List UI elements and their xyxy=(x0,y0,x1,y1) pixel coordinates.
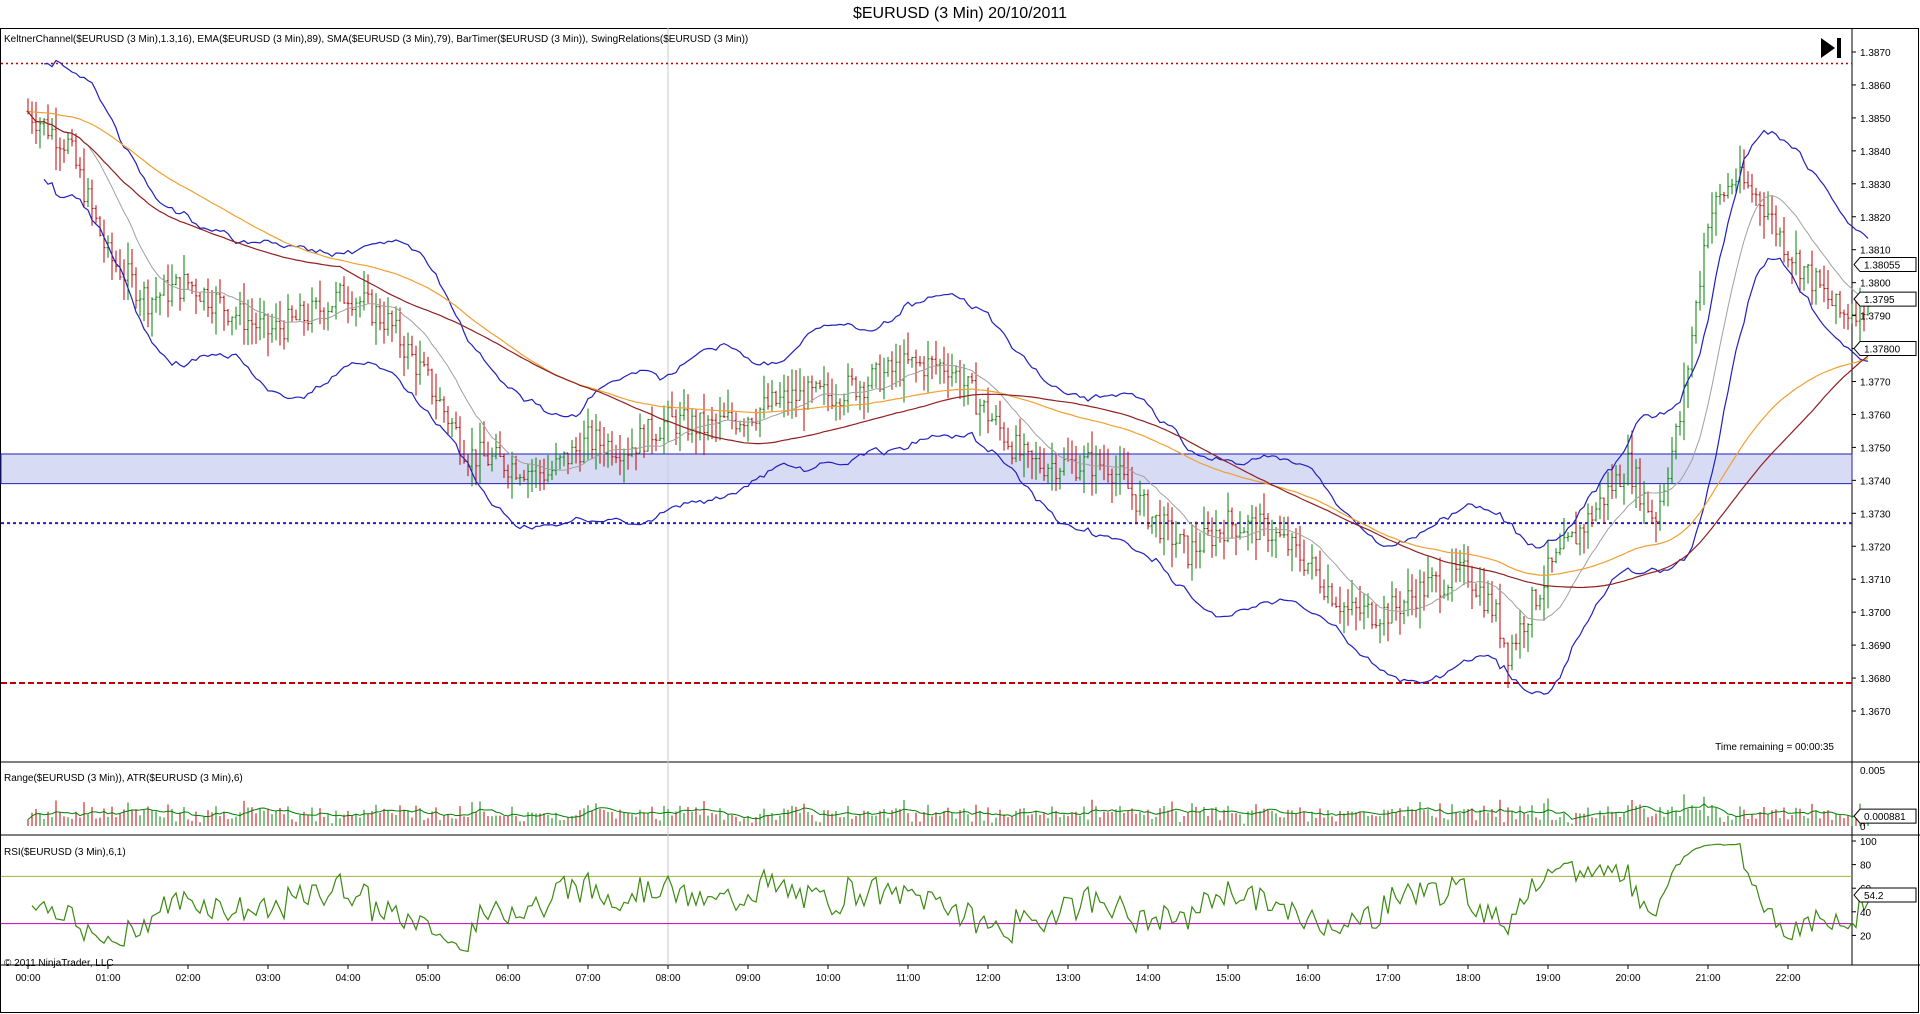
time-tick-label: 11:00 xyxy=(896,973,921,984)
current-price-value-box xyxy=(1853,291,1917,307)
current-price-value: 1.3795 xyxy=(1853,291,1917,307)
range-tick-label: 0.005 xyxy=(1860,766,1885,777)
time-tick-label: 02:00 xyxy=(175,973,200,984)
price-tick-label: 1.3730 xyxy=(1860,509,1891,520)
rsi-value: 54.2 xyxy=(1853,887,1917,903)
atr-line xyxy=(27,803,1869,820)
time-tick-label: 08:00 xyxy=(655,973,680,984)
keltner-lower-line xyxy=(43,178,1869,695)
price-tick-label: 1.3820 xyxy=(1860,213,1891,224)
time-tick-label: 04:00 xyxy=(335,973,360,984)
rsi-tick-label: 100 xyxy=(1860,837,1877,848)
time-tick-label: 22:00 xyxy=(1775,973,1800,984)
price-tick-label: 1.3790 xyxy=(1860,312,1891,323)
time-tick-label: 01:00 xyxy=(95,973,120,984)
keltner-upper-value-box xyxy=(1853,257,1917,273)
time-tick-label: 18:00 xyxy=(1455,973,1480,984)
range-tick-label: 0 xyxy=(1860,822,1866,833)
rsi-panel-label: RSI($EURUSD (3 Min),6,1) xyxy=(4,847,126,858)
price-panel xyxy=(0,59,1870,695)
ema-line xyxy=(27,111,1869,577)
rsi-line xyxy=(31,842,1869,953)
atr-value: 0.000881 xyxy=(1853,808,1917,824)
time-tick-label: 12:00 xyxy=(975,973,1000,984)
price-tick-label: 1.3770 xyxy=(1860,378,1891,389)
range-bars xyxy=(27,794,1869,826)
time-tick-label: 10:00 xyxy=(815,973,840,984)
rsi-value-box xyxy=(1853,887,1917,903)
time-tick-label: 05:00 xyxy=(415,973,440,984)
price-panel-label: KeltnerChannel($EURUSD (3 Min),1.3,16), … xyxy=(4,34,748,45)
candles xyxy=(26,98,1870,689)
time-tick-label: 07:00 xyxy=(575,973,600,984)
chart-title: $EURUSD (3 Min) 20/10/2011 xyxy=(852,5,1068,22)
panel-frames xyxy=(0,28,1920,1013)
time-tick-label: 21:00 xyxy=(1695,973,1720,984)
range-panel-label: Range($EURUSD (3 Min)), ATR($EURUSD (3 M… xyxy=(4,773,243,784)
time-tick-label: 00:00 xyxy=(15,973,40,984)
time-tick-label: 09:00 xyxy=(735,973,760,984)
price-tick-label: 1.3680 xyxy=(1860,674,1891,685)
copyright: © 2011 NinjaTrader, LLC xyxy=(4,958,114,969)
price-tick-label: 1.3750 xyxy=(1860,443,1891,454)
time-tick-label: 14:00 xyxy=(1135,973,1160,984)
price-tick-label: 1.3740 xyxy=(1860,476,1891,487)
current-price-value-text: 1.3795 xyxy=(1864,295,1895,306)
outer-frame xyxy=(0,28,1919,1013)
price-tick-label: 1.3710 xyxy=(1860,575,1891,586)
keltner-mid-line xyxy=(43,121,1869,621)
price-tick-label: 1.3830 xyxy=(1860,180,1891,191)
keltner-lower-value-text: 1.37800 xyxy=(1864,345,1901,356)
keltner-lower-value-box xyxy=(1853,341,1917,357)
price-tick-label: 1.3860 xyxy=(1860,81,1891,92)
price-tick-label: 1.3810 xyxy=(1860,246,1891,257)
keltner-lower-value: 1.37800 xyxy=(1853,341,1917,357)
price-tick-label: 1.3690 xyxy=(1860,641,1891,652)
price-tick-label: 1.3760 xyxy=(1860,410,1891,421)
support-zone xyxy=(0,453,1853,485)
time-tick-label: 06:00 xyxy=(495,973,520,984)
price-tick-label: 1.3870 xyxy=(1860,48,1891,59)
time-tick-label: 13:00 xyxy=(1055,973,1080,984)
axes: 1.3870 1.3860 1.3850 1.3840 1.3830 1.3820 1.38… xyxy=(15,48,1917,984)
rsi-panel xyxy=(1,842,1869,953)
rsi-tick-label: 80 xyxy=(1860,861,1872,872)
time-remaining: Time remaining = 00:00:35 xyxy=(1715,742,1834,753)
price-tick-label: 1.3670 xyxy=(1860,707,1891,718)
price-tick-label: 1.3720 xyxy=(1860,542,1891,553)
price-tick-label: 1.3800 xyxy=(1860,279,1891,290)
keltner-upper-value: 1.38055 xyxy=(1853,257,1917,273)
skip-to-end-icon[interactable] xyxy=(1818,36,1844,60)
range-panel xyxy=(27,794,1869,826)
rsi-tick-label: 20 xyxy=(1860,931,1872,942)
atr-value-box xyxy=(1853,808,1917,824)
rsi-value-text: 54.2 xyxy=(1864,891,1884,902)
atr-value-text: 0.000881 xyxy=(1864,812,1906,823)
rsi-tick-label: 40 xyxy=(1860,908,1872,919)
time-tick-label: 17:00 xyxy=(1375,973,1400,984)
time-tick-label: 20:00 xyxy=(1615,973,1640,984)
time-tick-label: 19:00 xyxy=(1535,973,1560,984)
time-tick-label: 16:00 xyxy=(1295,973,1320,984)
time-tick-label: 03:00 xyxy=(255,973,280,984)
price-tick-label: 1.3840 xyxy=(1860,147,1891,158)
keltner-upper-line xyxy=(43,59,1869,549)
price-tick-label: 1.3850 xyxy=(1860,114,1891,125)
keltner-upper-value-text: 1.38055 xyxy=(1864,261,1901,272)
sma-line xyxy=(27,111,1869,589)
time-tick-label: 15:00 xyxy=(1215,973,1240,984)
price-tick-label: 1.3700 xyxy=(1860,608,1891,619)
